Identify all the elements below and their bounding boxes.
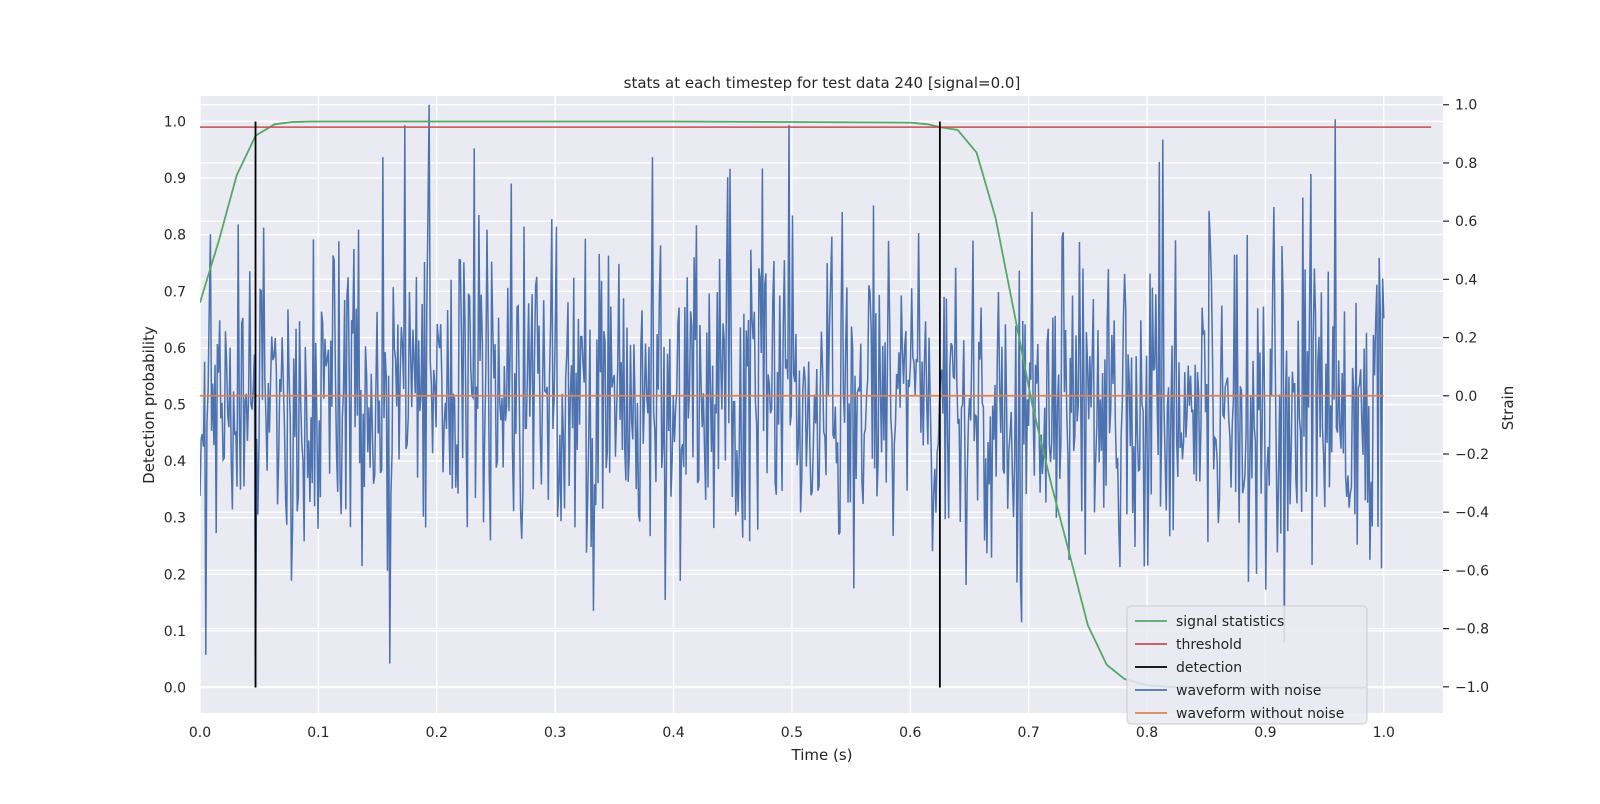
x-tick-label: 0.8 xyxy=(1136,725,1158,741)
x-tick-label: 0.4 xyxy=(662,725,684,741)
x-axis-label: Time (s) xyxy=(791,746,853,764)
legend-label: detection xyxy=(1176,660,1242,676)
legend-box xyxy=(1126,605,1368,725)
x-tick-label: 0.9 xyxy=(1254,725,1276,741)
legend-label: threshold xyxy=(1176,637,1242,653)
y-tick-label-left: 0.5 xyxy=(164,398,186,414)
y-tick-label-left: 0.0 xyxy=(164,681,186,697)
y-tick-label-right: 0.8 xyxy=(1455,156,1477,172)
x-tick-label: 0.7 xyxy=(1018,725,1040,741)
y-tick-label-right: 0.0 xyxy=(1455,389,1477,405)
x-tick-label: 0.0 xyxy=(189,725,211,741)
y-tick-label-right: −1.0 xyxy=(1455,680,1489,696)
y-axis-label-left: Detection probability xyxy=(140,326,158,484)
y-tick-label-left: 0.1 xyxy=(164,624,186,640)
y-tick-label-left: 0.3 xyxy=(164,511,186,527)
axes-layer: 0.0 0.1 0.2 0.3 0.4 0.5 0.6 0.7 0.8 0.9 1.0 0.0 0.1 0… xyxy=(164,98,1489,741)
legend-label: waveform with noise xyxy=(1176,683,1321,699)
y-tick-label-left: 1.0 xyxy=(164,114,186,130)
series-waveform-with-noise xyxy=(200,104,1385,687)
x-tick-label: 0.2 xyxy=(426,725,448,741)
y-tick-label-right: −0.2 xyxy=(1455,447,1489,463)
y-tick-label-left: 0.4 xyxy=(164,454,186,470)
y-tick-label-left: 0.9 xyxy=(164,171,186,187)
x-tick-label: 0.1 xyxy=(307,725,329,741)
y-tick-label-left: 0.2 xyxy=(164,567,186,583)
y-tick-label-right: 1.0 xyxy=(1455,98,1477,114)
x-tick-label: 0.5 xyxy=(781,725,803,741)
legend: signal statistics threshold detection wavef… xyxy=(1126,605,1368,725)
x-tick-label: 1.0 xyxy=(1373,725,1395,741)
y-tick-label-left: 0.8 xyxy=(164,228,186,244)
legend-label: waveform without noise xyxy=(1176,706,1344,722)
y-tick-label-right: 0.2 xyxy=(1455,331,1477,347)
y-tick-label-right: −0.6 xyxy=(1455,563,1489,579)
x-tick-label: 0.6 xyxy=(899,725,921,741)
legend-label: signal statistics xyxy=(1176,614,1284,630)
chart-title: stats at each timestep for test data 240… xyxy=(624,74,1021,92)
x-tick-label: 0.3 xyxy=(544,725,566,741)
y-tick-label-left: 0.6 xyxy=(164,341,186,357)
y-tick-label-right: −0.4 xyxy=(1455,505,1489,521)
y-axis-label-right: Strain xyxy=(1499,386,1517,430)
y-tick-label-right: −0.8 xyxy=(1455,622,1489,638)
y-tick-label-right: 0.6 xyxy=(1455,214,1477,230)
y-tick-label-left: 0.7 xyxy=(164,284,186,300)
y-tick-label-right: 0.4 xyxy=(1455,272,1477,288)
